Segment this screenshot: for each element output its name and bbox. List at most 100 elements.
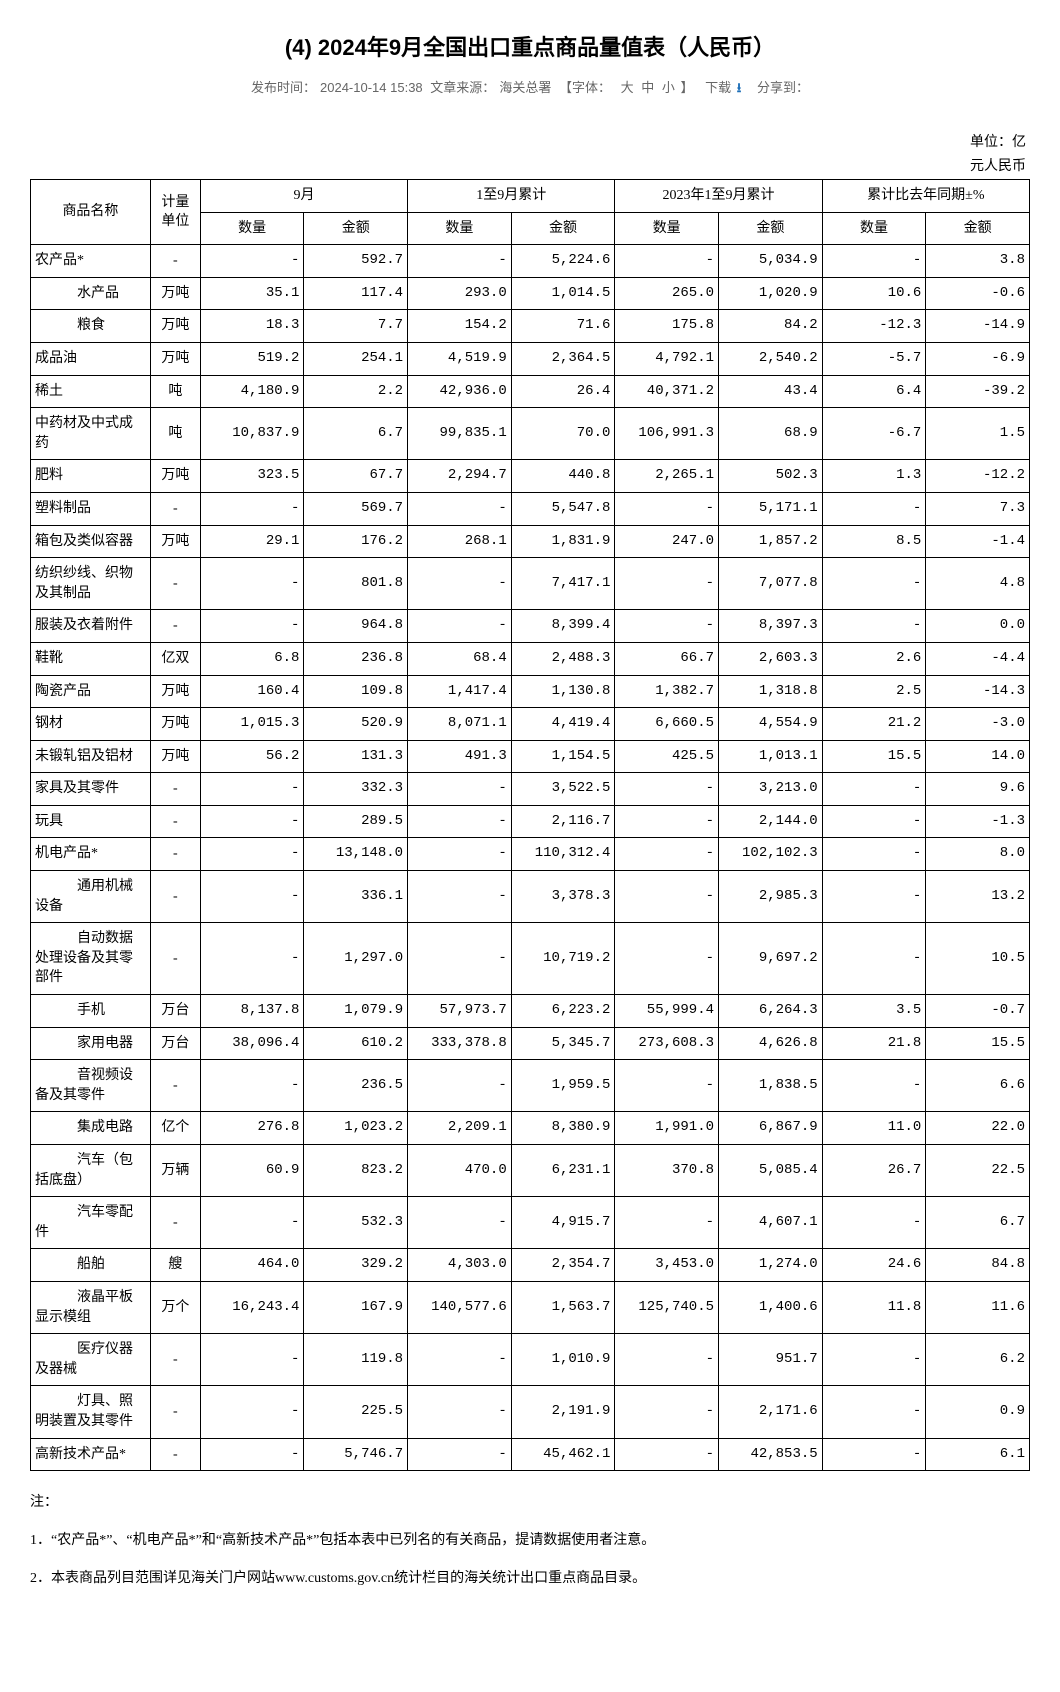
col-prev: 2023年1至9月累计 [615, 180, 822, 213]
font-close: 】 [681, 80, 694, 95]
cell: 67.7 [304, 460, 408, 493]
cell: 万吨 [150, 708, 200, 741]
cell: -1.3 [926, 805, 1030, 838]
cell: - [150, 1438, 200, 1471]
cell: 42,936.0 [408, 375, 512, 408]
cell: 110,312.4 [511, 838, 615, 871]
cell: - [615, 838, 719, 871]
font-large[interactable]: 大 [621, 80, 634, 95]
table-row: 汽车（包括底盘）万辆60.9823.2470.06,231.1370.85,08… [31, 1145, 1030, 1197]
cell: 4,607.1 [719, 1197, 823, 1249]
cell: - [408, 773, 512, 806]
cell: 2,985.3 [719, 871, 823, 923]
cell: 55,999.4 [615, 995, 719, 1028]
cell: - [408, 838, 512, 871]
cell: 成品油 [31, 342, 151, 375]
cell: 21.8 [822, 1027, 926, 1060]
cell: 8.0 [926, 838, 1030, 871]
font-small[interactable]: 小 [662, 80, 675, 95]
table-row: 机电产品*--13,148.0-110,312.4-102,102.3-8.0 [31, 838, 1030, 871]
cell: 6,660.5 [615, 708, 719, 741]
cell: 176.2 [304, 525, 408, 558]
col-unit: 计量单位 [150, 180, 200, 245]
cell: 1,014.5 [511, 277, 615, 310]
cell: 2,364.5 [511, 342, 615, 375]
notes-header: 注： [30, 1489, 1030, 1517]
cell: 29.1 [200, 525, 304, 558]
cell: -0.7 [926, 995, 1030, 1028]
cell: 液晶平板显示模组 [31, 1281, 151, 1333]
cell: 84.2 [719, 310, 823, 343]
col-prev-val: 金额 [719, 212, 823, 245]
cell: 1,130.8 [511, 675, 615, 708]
cell: 4,519.9 [408, 342, 512, 375]
cell: 276.8 [200, 1112, 304, 1145]
cell: 10,719.2 [511, 923, 615, 995]
cell: 491.3 [408, 740, 512, 773]
cell: 5,171.1 [719, 492, 823, 525]
cell: - [200, 1386, 304, 1438]
cell: - [408, 1386, 512, 1438]
pub-label: 发布时间： [251, 80, 316, 95]
cell: 45,462.1 [511, 1438, 615, 1471]
cell: 26.4 [511, 375, 615, 408]
cell: 服装及衣着附件 [31, 610, 151, 643]
cell: 6.2 [926, 1334, 1030, 1386]
cell: 水产品 [31, 277, 151, 310]
cell: 21.2 [822, 708, 926, 741]
cell: 5,224.6 [511, 245, 615, 278]
cell: 175.8 [615, 310, 719, 343]
cell: 1,382.7 [615, 675, 719, 708]
table-row: 未锻轧铝及铝材万吨56.2131.3491.31,154.5425.51,013… [31, 740, 1030, 773]
cell: -3.0 [926, 708, 1030, 741]
cell: - [200, 1060, 304, 1112]
font-medium[interactable]: 中 [641, 80, 654, 95]
cell: 6.6 [926, 1060, 1030, 1112]
table-row: 手机万台8,137.81,079.957,973.76,223.255,999.… [31, 995, 1030, 1028]
cell: - [408, 1438, 512, 1471]
cell: 11.0 [822, 1112, 926, 1145]
table-row: 鞋靴亿双6.8236.868.42,488.366.72,603.32.6-4.… [31, 642, 1030, 675]
download-link[interactable]: 下载 ⭳ [705, 80, 745, 95]
cell: 5,547.8 [511, 492, 615, 525]
cell: 84.8 [926, 1249, 1030, 1282]
cell: 万吨 [150, 277, 200, 310]
cell: -0.6 [926, 277, 1030, 310]
cell: - [150, 923, 200, 995]
cell: 8,397.3 [719, 610, 823, 643]
cell: 293.0 [408, 277, 512, 310]
cell: 万吨 [150, 310, 200, 343]
cell: 99,835.1 [408, 408, 512, 460]
cell: - [408, 245, 512, 278]
table-row: 箱包及类似容器万吨29.1176.2268.11,831.9247.01,857… [31, 525, 1030, 558]
cell: 60.9 [200, 1145, 304, 1197]
cell: 225.5 [304, 1386, 408, 1438]
cell: - [150, 1334, 200, 1386]
cell: 2,144.0 [719, 805, 823, 838]
cell: 22.0 [926, 1112, 1030, 1145]
cell: 2.6 [822, 642, 926, 675]
cell: - [615, 492, 719, 525]
cell: 4,419.4 [511, 708, 615, 741]
table-row: 音视频设备及其零件--236.5-1,959.5-1,838.5-6.6 [31, 1060, 1030, 1112]
cell: - [408, 871, 512, 923]
cell: 农产品* [31, 245, 151, 278]
cell: - [408, 610, 512, 643]
col-prev-qty: 数量 [615, 212, 719, 245]
cell: - [150, 492, 200, 525]
cell: 4,303.0 [408, 1249, 512, 1282]
cell: 2,354.7 [511, 1249, 615, 1282]
cell: 1,013.1 [719, 740, 823, 773]
cell: 万吨 [150, 525, 200, 558]
cell: 119.8 [304, 1334, 408, 1386]
cell: 336.1 [304, 871, 408, 923]
cell: - [150, 871, 200, 923]
cell: 440.8 [511, 460, 615, 493]
cell: 万吨 [150, 342, 200, 375]
cell: 万台 [150, 1027, 200, 1060]
cell: 131.3 [304, 740, 408, 773]
cell: 823.2 [304, 1145, 408, 1197]
cell: - [822, 558, 926, 610]
cell: 家具及其零件 [31, 773, 151, 806]
cell: 万个 [150, 1281, 200, 1333]
